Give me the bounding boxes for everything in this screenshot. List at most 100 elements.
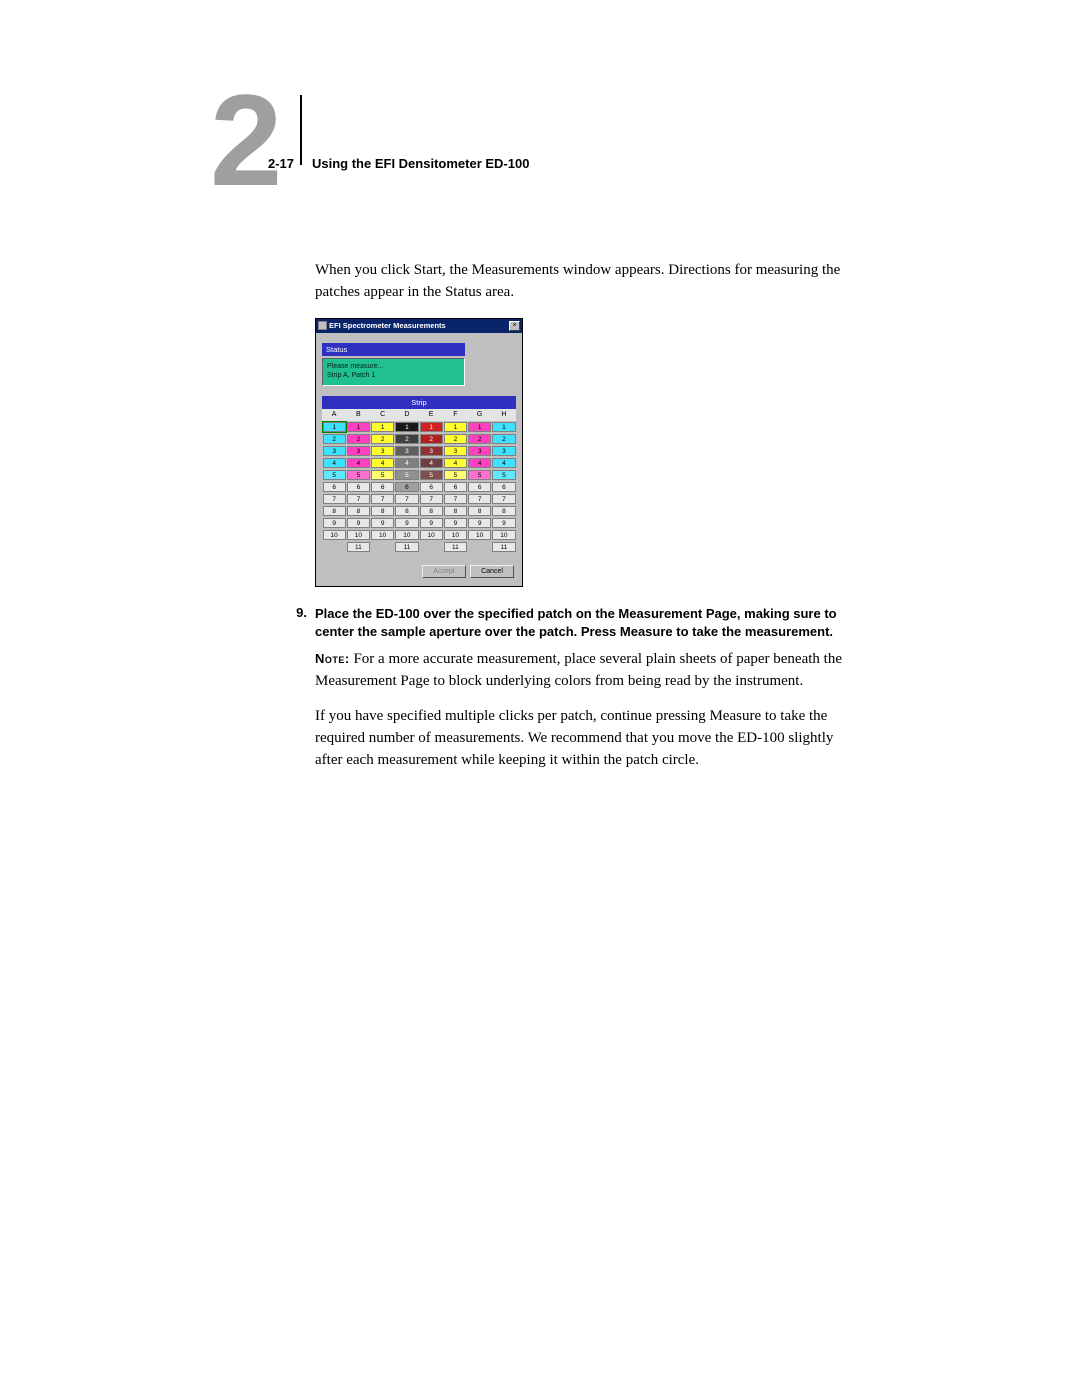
patch-cell[interactable]: 2 [395,434,418,444]
patch-cell[interactable]: 2 [492,434,515,444]
column-header: H [492,409,516,421]
patch-cell[interactable]: 4 [323,458,346,468]
patch-cell[interactable]: 6 [468,482,491,492]
patch-cell[interactable]: 4 [492,458,515,468]
patch-cell[interactable]: 2 [420,434,443,444]
patch-cell[interactable]: 3 [371,446,394,456]
patch-cell[interactable]: 2 [468,434,491,444]
patch-cell[interactable]: 1 [420,422,443,432]
patch-cell[interactable]: 10 [444,530,467,540]
patch-cell[interactable]: 4 [395,458,418,468]
patch-cell[interactable]: 7 [347,494,370,504]
patch-cell[interactable]: 3 [420,446,443,456]
patch-cell[interactable]: 5 [395,470,418,480]
patch-cell[interactable]: 5 [492,470,515,480]
patch-cell[interactable]: 11 [347,542,370,552]
patch-cell[interactable]: 1 [395,422,418,432]
patch-cell[interactable]: 4 [371,458,394,468]
patch-cell[interactable]: 2 [347,434,370,444]
patch-cell[interactable]: 10 [347,530,370,540]
patch-cell[interactable]: 9 [371,518,394,528]
patch-cell[interactable]: 5 [323,470,346,480]
patch-cell[interactable]: 7 [323,494,346,504]
patch-cell[interactable]: 9 [323,518,346,528]
patch-cell[interactable]: 4 [444,458,467,468]
patch-cell[interactable]: 2 [444,434,467,444]
cancel-button[interactable]: Cancel [470,565,514,578]
patch-cell[interactable]: 9 [468,518,491,528]
patch-cell[interactable]: 9 [420,518,443,528]
intro-paragraph: When you click Start, the Measurements w… [315,260,855,304]
patch-cell[interactable]: 3 [468,446,491,456]
patch-cell[interactable]: 8 [347,506,370,516]
patch-cell[interactable]: 5 [420,470,443,480]
strip-header: Strip [322,396,516,409]
step-9: 9. Place the ED-100 over the specified p… [315,605,855,641]
patch-cell[interactable]: 6 [395,482,418,492]
page-title: Using the EFI Densitometer ED-100 [312,156,529,171]
close-icon[interactable]: × [509,321,520,331]
patch-cell[interactable]: 6 [323,482,346,492]
patch-cell[interactable]: 10 [492,530,515,540]
patch-cell[interactable]: 4 [468,458,491,468]
patch-cell[interactable]: 7 [444,494,467,504]
patch-cell[interactable]: 9 [395,518,418,528]
patch-cell[interactable]: 3 [492,446,515,456]
patch-cell[interactable]: 5 [444,470,467,480]
patch-cell[interactable]: 11 [444,542,467,552]
patch-cell[interactable]: 1 [323,422,346,432]
patch-cell[interactable]: 5 [468,470,491,480]
patch-cell[interactable]: 10 [371,530,394,540]
patch-cell[interactable]: 2 [323,434,346,444]
patch-cell[interactable]: 4 [347,458,370,468]
patch-cell[interactable]: 7 [420,494,443,504]
patch-cell[interactable]: 6 [420,482,443,492]
patch-cell[interactable]: 1 [468,422,491,432]
patch-cell[interactable]: 8 [468,506,491,516]
patch-cell[interactable]: 3 [323,446,346,456]
patch-cell[interactable]: 6 [371,482,394,492]
patch-cell[interactable]: 6 [492,482,515,492]
patch-cell[interactable]: 11 [492,542,515,552]
patch-cell[interactable]: 2 [371,434,394,444]
patch-cell[interactable]: 8 [444,506,467,516]
header-divider [300,95,302,165]
patch-cell[interactable]: 9 [347,518,370,528]
patch-cell[interactable]: 3 [395,446,418,456]
patch-cell[interactable]: 8 [492,506,515,516]
patch-cell[interactable]: 5 [347,470,370,480]
patch-cell[interactable]: 11 [395,542,418,552]
patch-cell[interactable]: 3 [347,446,370,456]
patch-cell[interactable]: 8 [420,506,443,516]
patch-cell[interactable]: 8 [371,506,394,516]
chapter-number: 2 [210,75,282,205]
note-label: Note: [315,651,350,666]
patch-cell[interactable]: 10 [468,530,491,540]
patch-cell[interactable]: 7 [492,494,515,504]
patch-cell[interactable]: 1 [492,422,515,432]
page-reference: 2-17 [268,156,294,171]
window-titlebar: EFI Spectrometer Measurements × [316,319,522,333]
column-header: F [443,409,467,421]
patch-cell[interactable]: 6 [444,482,467,492]
patch-cell[interactable]: 1 [371,422,394,432]
patch-cell[interactable]: 5 [371,470,394,480]
patch-cell[interactable]: 8 [395,506,418,516]
note-text: For a more accurate measurement, place s… [315,651,842,689]
patch-cell[interactable]: 4 [420,458,443,468]
patch-cell[interactable]: 9 [444,518,467,528]
patch-cell[interactable]: 10 [420,530,443,540]
patch-cell[interactable]: 10 [395,530,418,540]
patch-cell[interactable]: 1 [444,422,467,432]
patch-cell[interactable]: 7 [395,494,418,504]
patch-cell[interactable]: 10 [323,530,346,540]
patch-cell[interactable]: 1 [347,422,370,432]
patch-cell[interactable]: 9 [492,518,515,528]
patch-cell[interactable]: 8 [323,506,346,516]
patch-cell[interactable]: 6 [347,482,370,492]
column-header: D [395,409,419,421]
accept-button[interactable]: Accept [422,565,466,578]
patch-cell[interactable]: 3 [444,446,467,456]
patch-cell[interactable]: 7 [371,494,394,504]
patch-cell[interactable]: 7 [468,494,491,504]
